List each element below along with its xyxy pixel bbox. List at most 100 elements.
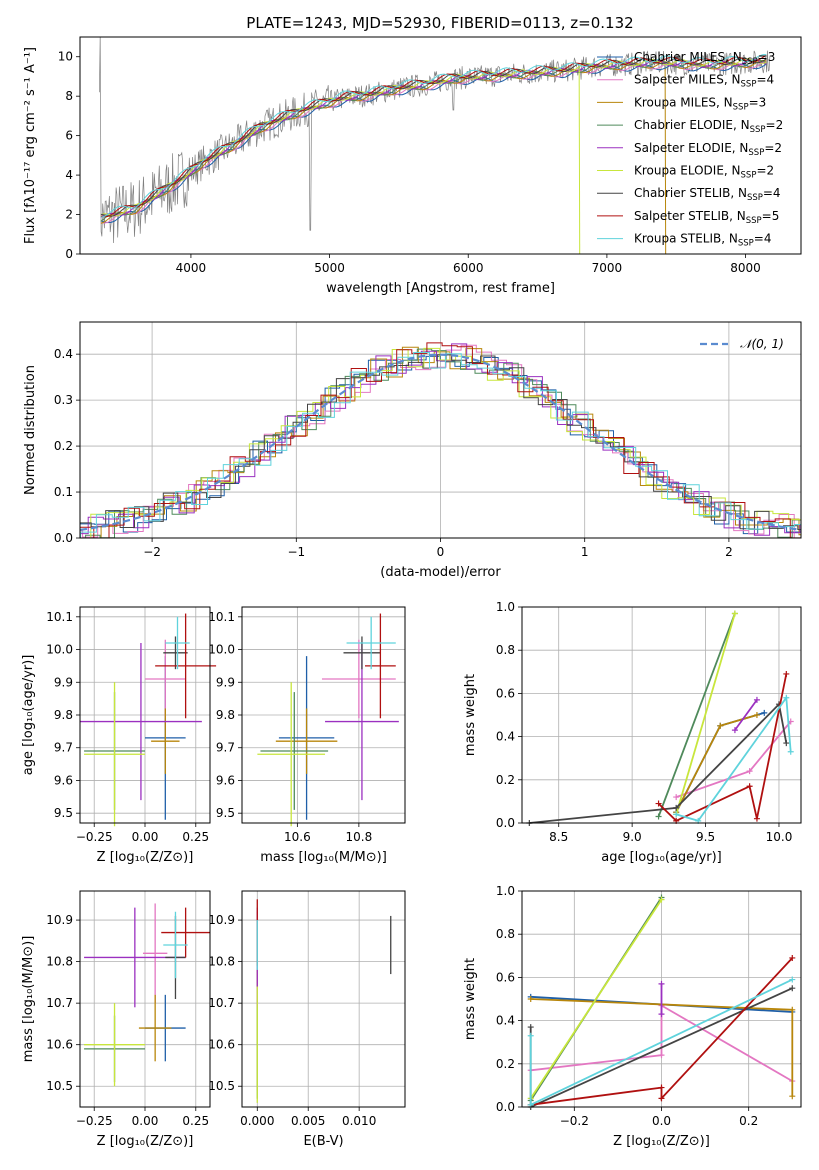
legend-subscript: SSP [741, 80, 757, 90]
weight-point-marker [789, 954, 796, 961]
y-tick-label: 9.6 [54, 773, 73, 787]
y-tick-label: 1.0 [496, 600, 515, 614]
y-tick-label: 0.0 [496, 816, 515, 830]
x-tick-label: 10.8 [346, 830, 373, 844]
weight-series-line [657, 673, 788, 822]
weight-point-marker [527, 1024, 534, 1031]
legend-subscript: SSP [750, 125, 766, 135]
x-tick-label: 9.0 [623, 830, 642, 844]
y-tick-label: 0.2 [496, 1057, 515, 1071]
x-axis-label: E(B-V) [303, 1134, 343, 1149]
legend-count: =4 [756, 73, 774, 87]
weight-point-marker [527, 996, 534, 1002]
y-tick-label: 9.9 [216, 675, 235, 689]
y-tick-label: 0.2 [496, 773, 515, 787]
y-tick-label: 9.7 [54, 741, 73, 755]
weight-point-marker [783, 694, 790, 701]
y-tick-label: 10.5 [46, 1079, 73, 1093]
legend-count: =3 [758, 50, 776, 64]
weight-series-line [529, 899, 663, 1099]
x-tick-label: 0.0 [652, 1114, 671, 1128]
weight-series-line [530, 1003, 793, 1082]
x-tick-label: 0.000 [240, 1114, 274, 1128]
legend-count: =3 [749, 95, 767, 109]
x-tick-label: 8.5 [549, 830, 568, 844]
y-tick-label: 10.0 [46, 643, 73, 657]
y-axis-label: age [log₁₀(age/yr)] [21, 655, 36, 776]
weight-point-marker [658, 896, 665, 903]
y-tick-label: 0.6 [496, 686, 515, 700]
x-tick-label: −2 [143, 545, 161, 559]
y-axis-label: mass [log₁₀(M/M⊙)] [21, 936, 36, 1063]
y-tick-label: 0.4 [54, 347, 73, 361]
y-tick-label: 10.9 [46, 913, 73, 927]
weight-point-marker [746, 783, 753, 790]
spectrum-model-line [100, 54, 767, 218]
x-tick-label: −0.2 [560, 1114, 589, 1128]
y-tick-label: 9.8 [54, 708, 73, 722]
weight-point-marker [731, 610, 738, 617]
x-tick-label: 10.6 [284, 830, 311, 844]
weight-point-marker [787, 748, 794, 755]
normal-curve [80, 353, 801, 531]
axes-frame [521, 606, 802, 824]
legend-subscript: SSP [742, 57, 758, 67]
weight-point-marker [783, 670, 790, 677]
weight-series-line [734, 699, 758, 731]
weight-series-line [675, 695, 792, 822]
y-tick-label: 10.6 [208, 1038, 235, 1052]
y-tick-label: 2 [65, 208, 73, 222]
weight-point-marker [527, 1032, 534, 1039]
y-axis-label: mass weight [463, 674, 478, 756]
weight-point-marker [789, 976, 796, 983]
weight-point-marker [789, 1006, 796, 1013]
axes-frame [241, 890, 406, 1108]
spectrum-model-line [100, 57, 767, 217]
weight-point-marker [761, 709, 768, 716]
y-axis-label: Normed distribution [23, 365, 38, 495]
panel-mass-vs-z: −0.25 0.00 0.25 10.5 10.6 10.7 10.8 10.9 Z [log₁… [21, 890, 211, 1149]
x-tick-label: 9.5 [696, 830, 715, 844]
spectrum-model-line [100, 60, 767, 224]
x-tick-label: 0 [437, 545, 445, 559]
weight-series-line [530, 957, 793, 1106]
panel-age-vs-mass: 10.6 10.8 9.5 9.6 9.7 9.8 9.9 10.0 10.1 mass [log… [208, 606, 406, 865]
y-tick-label: 9.9 [54, 675, 73, 689]
residual-histogram [80, 348, 801, 538]
x-axis-label: Z [log₁₀(Z/Z⊙)] [613, 1134, 710, 1149]
y-tick-label: 9.8 [216, 708, 235, 722]
x-tick-label: 4000 [176, 261, 207, 275]
spectrum-panel: 4000 5000 6000 7000 8000 0 2 4 6 8 10 wavelength [A… [23, 36, 802, 296]
x-axis-label: wavelength [Angstrom, rest frame] [326, 281, 555, 296]
legend-entry: Kroupa ELODIE, NSSP=2 [634, 164, 774, 181]
legend-count: =2 [764, 141, 782, 155]
residual-plot-area [80, 342, 801, 538]
y-tick-label: 1.0 [496, 884, 515, 898]
x-tick-label: 7000 [592, 261, 623, 275]
x-tick-label: 0.2 [739, 1114, 758, 1128]
y-tick-label: 9.7 [216, 741, 235, 755]
residual-panel: −2 −1 0 1 2 0.0 0.1 0.2 0.3 0.4 (data-model)/error… [23, 321, 802, 580]
y-tick-label: 10.9 [208, 913, 235, 927]
y-tick-label: 0.8 [496, 927, 515, 941]
weight-point-marker [789, 985, 796, 992]
x-tick-label: 0.25 [182, 1114, 209, 1128]
weight-point-marker [658, 1084, 665, 1091]
weight-point-marker [753, 712, 760, 718]
legend-entry: Chabrier STELIB, NSSP=4 [634, 186, 781, 203]
y-tick-label: 9.6 [216, 773, 235, 787]
residual-legend: 𝒩(0, 1) [700, 337, 784, 351]
legend-subscript: SSP [747, 193, 763, 203]
weight-point-marker [655, 800, 662, 807]
y-tick-label: 0.8 [496, 643, 515, 657]
y-tick-label: 10.1 [46, 610, 73, 624]
legend-subscript: SSP [746, 216, 762, 226]
figure-title: PLATE=1243, MJD=52930, FIBERID=0113, z=0… [246, 14, 633, 32]
legend-entry: Salpeter MILES, NSSP=4 [634, 73, 774, 90]
weight-point-marker [673, 794, 680, 801]
legend-entry: Salpeter ELODIE, NSSP=2 [634, 141, 782, 158]
y-axis-label: mass weight [463, 958, 478, 1040]
y-tick-label: 10.8 [46, 955, 73, 969]
legend-count: =4 [754, 232, 772, 246]
